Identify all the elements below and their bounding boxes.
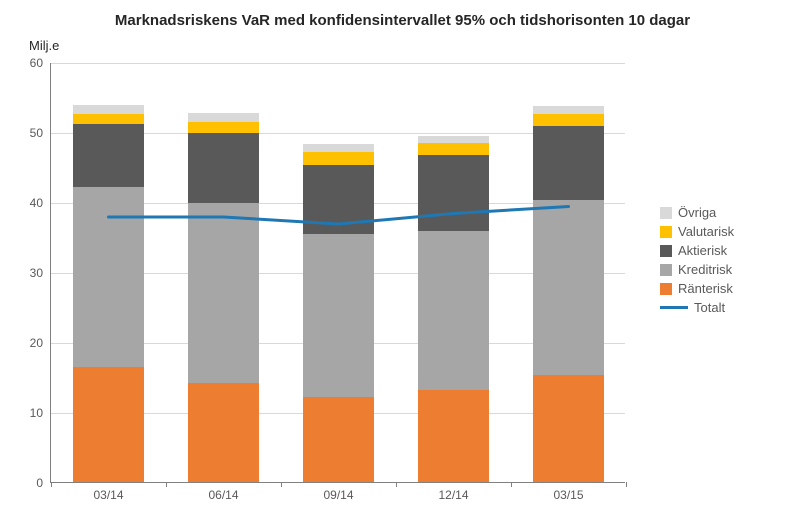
bar-segment-kreditrisk: [73, 187, 144, 366]
bar-segment-valutarisk: [188, 122, 259, 134]
bar: [418, 136, 489, 482]
x-tick-sep: [626, 482, 627, 487]
x-tick-label: 12/14: [438, 482, 468, 502]
y-tick-label: 40: [30, 196, 51, 210]
legend-swatch: [660, 283, 672, 295]
bar-segment-valutarisk: [303, 152, 374, 165]
x-tick-sep: [166, 482, 167, 487]
legend-label: Övriga: [678, 205, 716, 220]
legend-line-swatch: [660, 306, 688, 309]
bar-segment-ränterisk: [303, 397, 374, 482]
legend-swatch: [660, 207, 672, 219]
bar-segment-kreditrisk: [533, 200, 604, 375]
bar: [303, 144, 374, 482]
y-tick-label: 20: [30, 336, 51, 350]
bar: [533, 106, 604, 482]
legend-label: Kreditrisk: [678, 262, 732, 277]
legend-swatch: [660, 226, 672, 238]
x-tick-label: 09/14: [323, 482, 353, 502]
bar: [188, 113, 259, 482]
gridline: [51, 63, 625, 64]
legend-swatch: [660, 245, 672, 257]
x-tick-label: 06/14: [208, 482, 238, 502]
bar-segment-ränterisk: [533, 375, 604, 482]
y-tick-label: 30: [30, 266, 51, 280]
bar-segment-kreditrisk: [188, 203, 259, 383]
chart-title: Marknadsriskens VaR med konfidensinterva…: [0, 12, 805, 29]
bar-segment-aktierisk: [533, 126, 604, 200]
chart-container: { "chart": { "type": "stacked-bar-with-l…: [0, 0, 805, 525]
legend-label: Totalt: [694, 300, 725, 315]
legend-label: Valutarisk: [678, 224, 734, 239]
bar-segment-övriga: [303, 144, 374, 152]
bar-segment-ränterisk: [188, 383, 259, 482]
x-tick-sep: [281, 482, 282, 487]
y-tick-label: 0: [36, 476, 51, 490]
bar-segment-övriga: [533, 106, 604, 114]
legend-swatch: [660, 264, 672, 276]
x-tick-label: 03/15: [553, 482, 583, 502]
bar-segment-övriga: [188, 113, 259, 121]
legend-item: Valutarisk: [660, 224, 734, 239]
bar-segment-ränterisk: [418, 390, 489, 482]
bar-segment-aktierisk: [418, 155, 489, 231]
legend-label: Aktierisk: [678, 243, 727, 258]
y-tick-label: 60: [30, 56, 51, 70]
bar-segment-aktierisk: [188, 133, 259, 202]
x-tick-sep: [51, 482, 52, 487]
bar-segment-ränterisk: [73, 367, 144, 483]
bar-segment-övriga: [418, 136, 489, 143]
x-tick-sep: [511, 482, 512, 487]
y-tick-label: 50: [30, 126, 51, 140]
legend-label: Ränterisk: [678, 281, 733, 296]
chart-subtitle: Milj.e: [29, 38, 59, 53]
legend-item: Ränterisk: [660, 281, 734, 296]
bar-segment-aktierisk: [303, 165, 374, 234]
bar-segment-valutarisk: [73, 114, 144, 125]
bar: [73, 105, 144, 482]
legend-item: Totalt: [660, 300, 734, 315]
legend-item: Aktierisk: [660, 243, 734, 258]
bar-segment-övriga: [73, 105, 144, 113]
bar-segment-aktierisk: [73, 124, 144, 187]
legend-item: Kreditrisk: [660, 262, 734, 277]
legend-item: Övriga: [660, 205, 734, 220]
bar-segment-kreditrisk: [418, 231, 489, 390]
x-tick-label: 03/14: [93, 482, 123, 502]
legend: Övriga Valutarisk Aktierisk Kreditrisk Ränte…: [660, 205, 734, 319]
x-tick-sep: [396, 482, 397, 487]
bar-segment-valutarisk: [533, 114, 604, 127]
y-tick-label: 10: [30, 406, 51, 420]
bar-segment-kreditrisk: [303, 234, 374, 396]
bar-segment-valutarisk: [418, 143, 489, 155]
plot-area: 010203040506003/1406/1409/1412/1403/15: [50, 63, 625, 483]
